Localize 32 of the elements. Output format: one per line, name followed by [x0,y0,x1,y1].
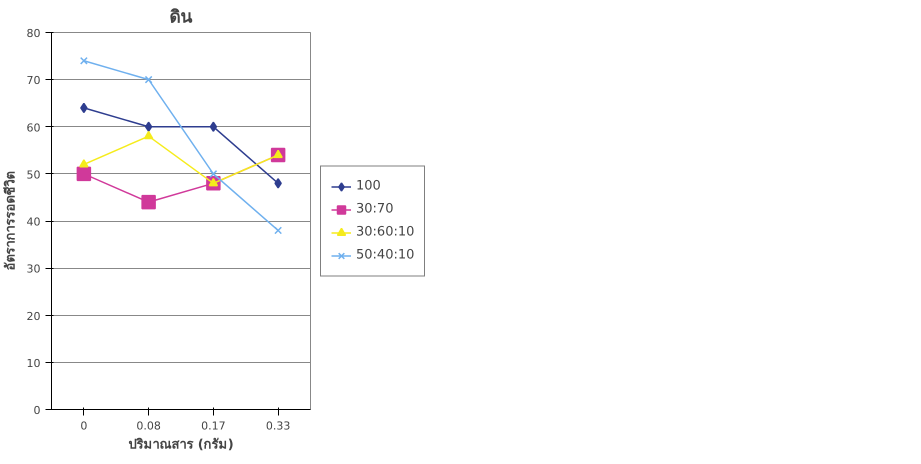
point [209,170,218,178]
y-tick-label: 70 [26,74,41,88]
legend-label: 30:70 [356,202,394,216]
point [274,178,282,189]
y-tick-label: 40 [26,216,41,228]
point [210,122,218,132]
y-tick-label: 10 [26,356,41,370]
chart-title: ดิน [170,8,192,28]
y-tick-label: 0 [34,404,40,417]
x-tick-label: 0 [80,420,88,432]
legend-label: 30:60:10 [356,224,414,240]
legend-label: 50:40:10 [356,248,414,262]
y-tick-label: 80 [26,27,41,40]
point [274,226,282,234]
y-tick-label: 60 [26,121,41,134]
y-tick-label: 30 [26,262,41,276]
legend-label: 100 [356,178,381,194]
y-tick-label: 20 [26,310,41,323]
x-tick-label: 0.33 [266,420,290,432]
point [80,56,88,65]
point [80,102,88,114]
y-axis-title: อัตราการรอดชีวิต [2,172,19,270]
point [76,166,92,182]
x-tick-label: 0.08 [136,420,161,432]
point [144,76,153,84]
x-tick-label: 0.17 [201,420,226,432]
point [141,194,156,210]
point [144,122,152,132]
point [144,130,154,140]
x-axis-title: ปริมาณสาร (กรัม) [128,438,234,452]
y-tick-label: 50 [26,168,41,182]
point [79,159,89,168]
